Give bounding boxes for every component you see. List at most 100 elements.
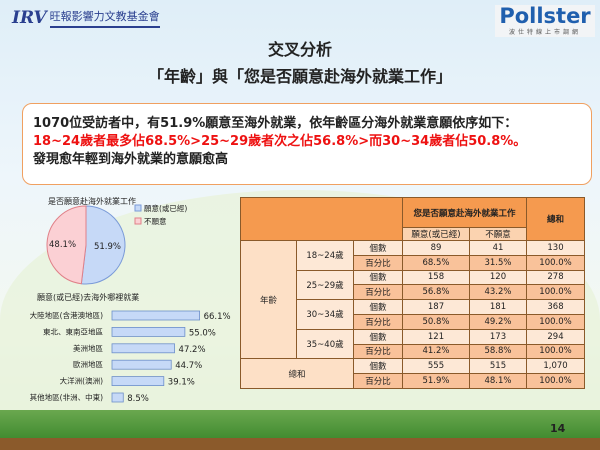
count-cell: 121	[402, 328, 470, 345]
pct-label: 百分比	[353, 284, 403, 301]
summary-box: 1070位受訪者中，有51.9%願意至海外就業，依年齡區分海外就業意願依序如下：…	[22, 103, 592, 185]
bar-category-label: 其他地區(非洲、中東)	[30, 392, 103, 402]
bar	[111, 392, 124, 403]
table-row: 年齡 18~24歲 個數 89 41 130	[240, 239, 585, 360]
bar	[111, 326, 186, 337]
count-cell: 187	[402, 299, 470, 315]
legend-swatch	[134, 217, 142, 225]
crosstab-table: 您是否願意赴海外就業工作 總和 願意(或已經) 不願意 年齡 18~24歲 個數 89 41…	[240, 197, 585, 389]
summary-line1: 1070位受訪者中，有51.9%願意至海外就業，依年齡區分海外就業意願依序如下：	[33, 116, 518, 131]
bar-category-label: 大洋洲(澳洲)	[60, 376, 103, 386]
pct-cell: 100.0%	[526, 343, 585, 360]
count-cell: 158	[402, 269, 470, 286]
count-cell: 120	[469, 269, 527, 286]
count-label: 個數	[353, 269, 403, 286]
bar-category-label: 美洲地區	[73, 343, 103, 353]
total-pct-cell: 51.9%	[402, 373, 470, 389]
table-row: 百分比 68.5% 31.5% 100.0%	[241, 254, 585, 271]
bar	[111, 376, 165, 386]
count-label: 個數	[353, 358, 403, 375]
pct-label: 百分比	[353, 373, 403, 389]
pct-cell: 50.8%	[402, 313, 470, 330]
count-cell: 173	[469, 328, 527, 345]
count-cell: 89	[402, 240, 470, 256]
bar-value-label: 39.1%	[168, 378, 195, 388]
pct-cell: 31.5%	[469, 254, 527, 271]
bar-value-label: 47.2%	[179, 345, 206, 355]
pct-cell: 43.2%	[469, 284, 527, 301]
pct-label: 百分比	[353, 313, 403, 330]
pollster-logo-sub: 波仕特線上市調網	[508, 29, 581, 36]
title-line1: 交叉分析	[267, 40, 332, 59]
total-header: 總和	[526, 197, 585, 241]
age-label: 30~34歲	[296, 299, 354, 330]
org-logo: IRV 旺報影響力文教基金會	[12, 8, 160, 28]
pct-cell: 100.0%	[526, 254, 585, 271]
table-row: 百分比 51.9% 48.1% 100.0%	[241, 373, 585, 389]
total-count-cell: 515	[469, 358, 527, 375]
table-row: 30~34歲 個數 187 181 368	[241, 299, 585, 330]
pct-cell: 100.0%	[526, 284, 585, 301]
bar	[111, 310, 200, 321]
pie-title: 是否願意赴海外就業工作	[48, 197, 136, 206]
pie-slice-label: 51.9%	[94, 242, 121, 252]
count-cell: 181	[469, 299, 527, 315]
bar-value-label: 44.7%	[175, 361, 202, 371]
summary-line3: 發現愈年輕到海外就業的意願愈高	[33, 152, 229, 167]
pie-slice	[80, 205, 126, 285]
total-pct-cell: 48.1%	[469, 373, 527, 389]
total-count-cell: 1,070	[526, 358, 585, 375]
pct-cell: 58.8%	[469, 343, 527, 360]
count-label: 個數	[353, 240, 403, 256]
pct-label: 百分比	[353, 343, 403, 360]
bar	[111, 343, 175, 354]
org-logo-mark: IRV	[12, 8, 47, 28]
sub-header-no: 不願意	[469, 227, 527, 241]
table-row: 總和 個數 555 515 1,070	[240, 358, 585, 389]
page-number: 14	[550, 422, 566, 435]
legend-swatch	[134, 204, 142, 212]
legend-label: 願意(或已經)	[144, 203, 187, 213]
bar-category-label: 歐洲地區	[73, 359, 103, 369]
count-label: 個數	[353, 299, 403, 315]
age-label: 18~24歲	[296, 240, 354, 271]
count-cell: 278	[526, 269, 585, 286]
pollster-logo: Pollster 波仕特線上市調網	[495, 5, 595, 37]
pct-cell: 41.2%	[402, 343, 470, 360]
bar-value-label: 55.0%	[189, 328, 216, 338]
pollster-logo-text: Pollster	[499, 4, 591, 28]
bar-category-label: 東北、東南亞地區	[43, 326, 103, 336]
age-label: 25~29歲	[296, 269, 354, 301]
pct-cell: 68.5%	[402, 254, 470, 271]
pie-chart: 51.9% 願意(或已經) 48.1% 不願意	[46, 203, 187, 285]
total-count-cell: 555	[402, 358, 470, 375]
total-row-label: 總和	[240, 358, 354, 389]
pct-cell: 56.8%	[402, 284, 470, 301]
pie-slice	[46, 205, 87, 285]
pct-label: 百分比	[353, 254, 403, 271]
bar-value-label: 66.1%	[204, 312, 231, 322]
soil-decoration	[0, 438, 600, 450]
bar-value-label: 8.5%	[127, 394, 149, 404]
table-row: 百分比 41.2% 58.8% 100.0%	[241, 343, 585, 360]
group-header: 您是否願意赴海外就業工作	[402, 197, 527, 228]
count-cell: 130	[526, 240, 585, 256]
count-label: 個數	[353, 328, 403, 345]
table-corner	[240, 197, 403, 241]
legend-label: 不願意	[144, 216, 167, 226]
table-row: 百分比 56.8% 43.2% 100.0%	[241, 284, 585, 301]
row-group-age: 年齡	[240, 239, 297, 360]
count-cell: 41	[469, 240, 527, 256]
grass-decoration	[0, 410, 600, 440]
total-pct-cell: 100.0%	[526, 373, 585, 389]
summary-line2: 18~24歲者最多佔68.5%>25~29歲者次之佔56.8%>而30~34歲者…	[33, 134, 527, 149]
org-logo-text: 旺報影響力文教基金會	[49, 8, 160, 28]
age-label: 35~40歲	[296, 328, 354, 360]
pie-slice-label: 48.1%	[49, 240, 76, 250]
count-cell: 368	[526, 299, 585, 315]
pct-cell: 49.2%	[469, 313, 527, 330]
count-cell: 294	[526, 328, 585, 345]
table-row: 25~29歲 個數 158 120 278	[241, 269, 585, 301]
bar-title: 願意(或已經)去海外哪裡就業	[37, 293, 140, 302]
